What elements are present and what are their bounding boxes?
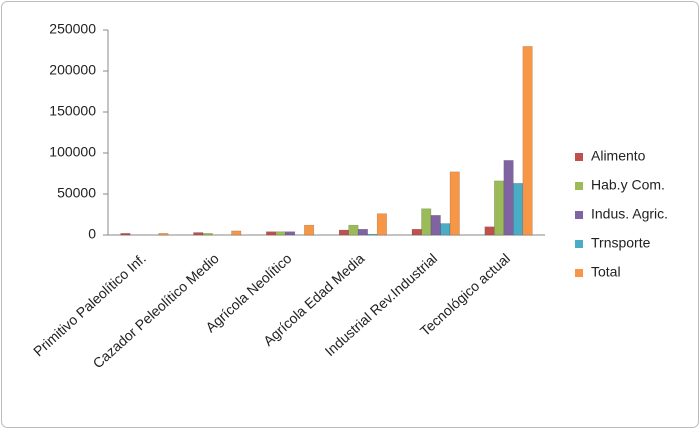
bar [158,233,169,236]
bar [513,183,524,236]
bar [193,232,204,236]
bar [266,231,277,236]
legend-swatch [575,211,583,219]
bar [411,229,422,236]
bar [120,233,131,236]
legend-swatch [575,269,583,277]
bar [304,224,315,236]
bar [421,208,432,236]
bar [275,231,286,236]
bar [494,180,505,236]
legend-label: Total [591,264,621,280]
y-tick-label: 250000 [49,21,96,37]
y-tick-label: 200000 [49,62,96,78]
y-tick-label: 50000 [57,185,96,201]
legend-swatch [575,182,583,190]
bar [348,224,359,236]
y-tick-label: 0 [88,226,96,242]
bar [503,160,514,236]
bar [202,233,213,236]
legend-label: Alimento [591,148,646,164]
bar [449,171,460,236]
bar [430,215,441,236]
legend-label: Trnsporte [591,235,651,251]
bar [285,231,296,236]
bar [231,230,242,236]
y-tick-label: 150000 [49,103,96,119]
bar [522,46,533,236]
legend-swatch [575,153,583,161]
legend-label: Hab.y Com. [591,177,665,193]
bar [338,229,349,236]
legend-swatch [575,240,583,248]
bar [367,233,378,236]
bar [376,213,387,236]
bar [440,223,451,236]
legend-label: Indus. Agric. [591,206,668,222]
y-tick-label: 100000 [49,144,96,160]
bar [484,226,495,236]
bar [357,229,368,236]
